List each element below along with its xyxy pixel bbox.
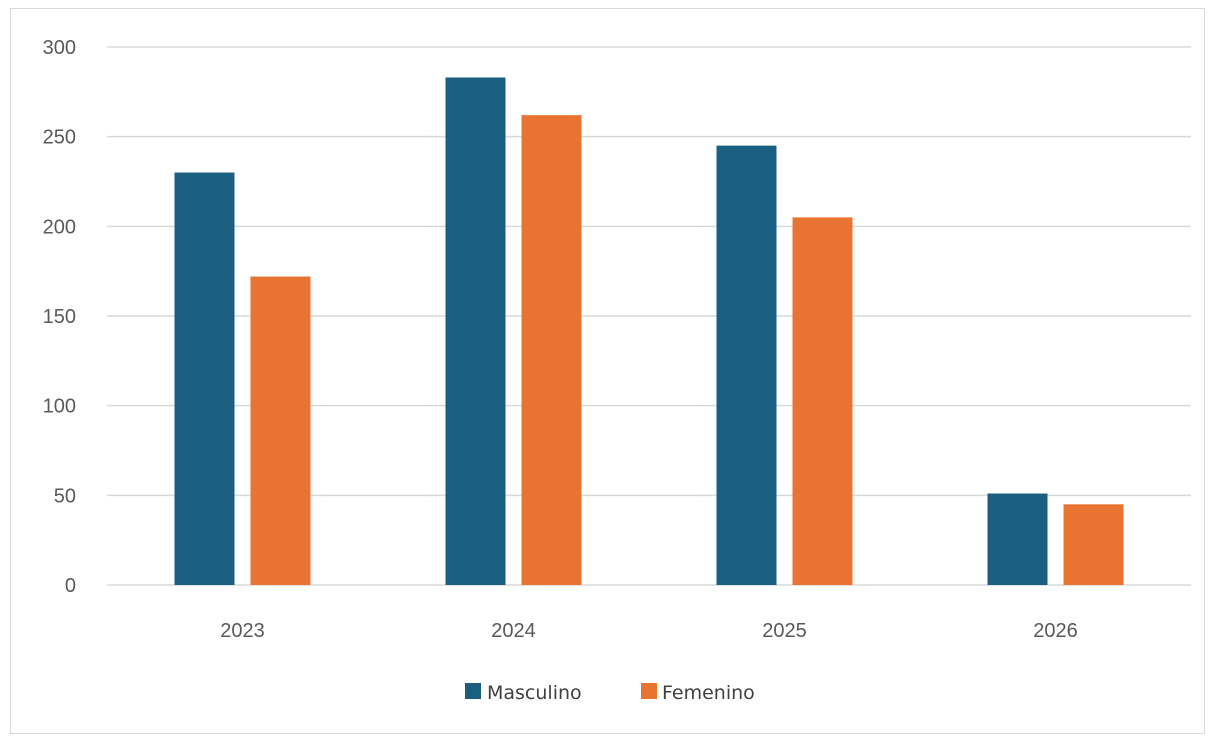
bar-masculino-2026 [987, 493, 1048, 585]
y-tick-label: 150 [43, 306, 76, 328]
legend: Masculino Femenino [465, 682, 755, 704]
bar-femenino-2026 [1063, 504, 1124, 585]
bar-femenino-2024 [521, 115, 582, 585]
y-axis-ticks: 0 50 100 150 200 250 300 [43, 37, 76, 597]
x-tick-label: 2026 [1033, 620, 1078, 642]
x-axis-ticks: 2023 2024 2025 2026 [220, 620, 1078, 642]
bars [174, 77, 1124, 586]
y-tick-label: 200 [43, 216, 76, 238]
bar-masculino-2024 [445, 77, 506, 585]
legend-swatch-femenino [641, 683, 657, 699]
bar-femenino-2023 [250, 276, 311, 585]
legend-swatch-masculino [465, 683, 481, 699]
y-tick-label: 250 [43, 127, 76, 149]
y-tick-label: 0 [65, 575, 76, 597]
y-tick-label: 50 [54, 485, 76, 507]
bar-masculino-2023 [174, 172, 235, 586]
x-tick-label: 2024 [491, 620, 536, 642]
legend-label-femenino: Femenino [662, 682, 755, 704]
legend-label-masculino: Masculino [487, 682, 582, 704]
x-tick-label: 2025 [762, 620, 807, 642]
bar-femenino-2025 [792, 217, 853, 585]
bar-masculino-2025 [716, 145, 777, 585]
y-tick-label: 100 [43, 396, 76, 418]
x-tick-label: 2023 [220, 620, 265, 642]
y-tick-label: 300 [43, 37, 76, 59]
